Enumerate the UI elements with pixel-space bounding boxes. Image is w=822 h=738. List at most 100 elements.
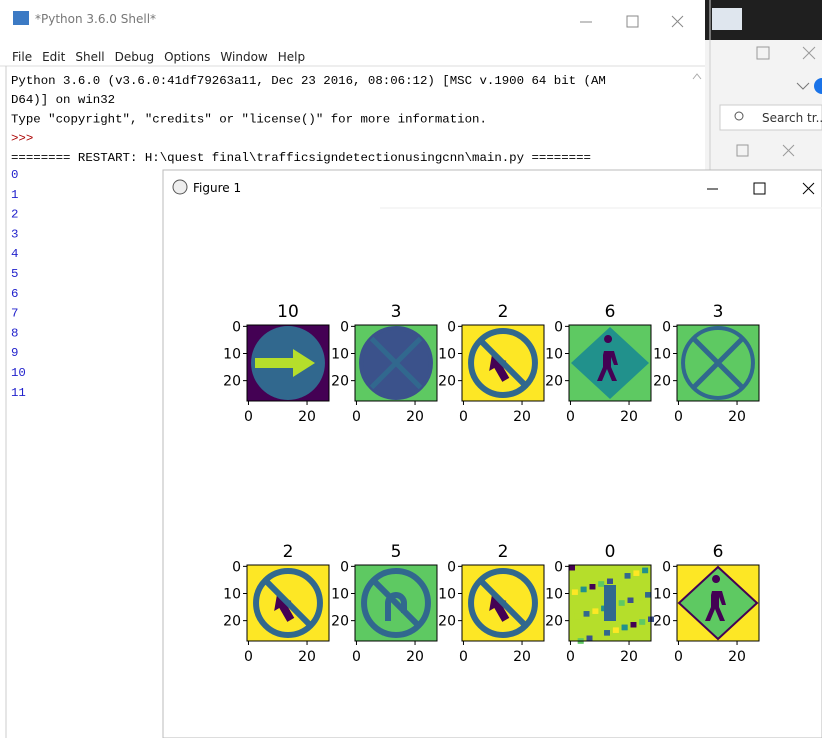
y-tick-label: 0 <box>662 559 671 575</box>
x-tick-label: 0 <box>244 649 253 665</box>
x-tick-label: 0 <box>352 409 361 425</box>
image-pixel <box>625 573 631 578</box>
output-line: 11 <box>11 386 26 400</box>
x-tick-label: 0 <box>244 409 253 425</box>
y-tick-label: 0 <box>232 559 241 575</box>
search-text[interactable]: Search tr... <box>762 111 822 125</box>
y-tick-label: 0 <box>554 559 563 575</box>
subplot-title: 3 <box>391 302 402 322</box>
menu-item[interactable]: Options <box>164 50 210 64</box>
y-tick-label: 20 <box>545 614 563 630</box>
image-pixel <box>572 589 578 594</box>
image-pixel <box>642 568 648 573</box>
output-line: 0 <box>11 168 18 182</box>
x-tick-label: 0 <box>352 649 361 665</box>
output-line: 5 <box>11 267 18 281</box>
image-pixel <box>616 576 622 581</box>
figure-window <box>163 170 822 738</box>
x-tick-label: 20 <box>513 649 531 665</box>
y-tick-label: 20 <box>331 374 349 390</box>
y-tick-label: 0 <box>447 559 456 575</box>
image-pixel <box>590 584 596 589</box>
image-pixel <box>636 595 642 600</box>
subplot-title: 6 <box>605 302 616 322</box>
y-tick-label: 20 <box>653 374 671 390</box>
output-line: 10 <box>11 366 26 380</box>
subplot-title: 10 <box>277 302 299 322</box>
shell-title: *Python 3.6.0 Shell* <box>35 12 156 26</box>
y-tick-label: 0 <box>340 559 349 575</box>
y-tick-label: 0 <box>447 319 456 335</box>
y-tick-label: 10 <box>438 347 456 363</box>
x-tick-label: 0 <box>674 649 683 665</box>
shell-line: D64)] on win32 <box>11 93 115 107</box>
y-tick-label: 0 <box>232 319 241 335</box>
shell-line: >>> <box>11 132 33 146</box>
subplot-title: 2 <box>498 302 509 322</box>
y-tick-label: 0 <box>662 319 671 335</box>
image-pixel <box>569 565 575 570</box>
x-tick-label: 20 <box>620 409 638 425</box>
y-tick-label: 10 <box>653 347 671 363</box>
output-line: 7 <box>11 307 18 321</box>
x-tick-label: 0 <box>459 409 468 425</box>
x-tick-label: 20 <box>298 409 316 425</box>
x-tick-label: 0 <box>566 649 575 665</box>
y-tick-label: 10 <box>545 347 563 363</box>
image-pixel <box>607 579 613 584</box>
subplot-title: 6 <box>713 542 724 562</box>
image-pixel <box>587 636 593 641</box>
x-tick-label: 20 <box>620 649 638 665</box>
subplot-title: 3 <box>713 302 724 322</box>
x-tick-label: 20 <box>298 649 316 665</box>
sign-shape <box>604 585 616 621</box>
y-tick-label: 0 <box>340 319 349 335</box>
image-pixel <box>639 619 645 624</box>
image-pixel <box>581 587 587 592</box>
image-pixel <box>633 570 639 575</box>
y-tick-label: 0 <box>554 319 563 335</box>
y-tick-label: 20 <box>545 374 563 390</box>
output-line: 8 <box>11 326 18 340</box>
x-tick-label: 20 <box>513 409 531 425</box>
output-line: 4 <box>11 247 18 261</box>
menu-item[interactable]: Edit <box>42 50 66 64</box>
y-tick-label: 20 <box>653 614 671 630</box>
x-tick-label: 20 <box>728 649 746 665</box>
image-pixel <box>622 625 628 630</box>
y-tick-label: 10 <box>545 587 563 603</box>
y-tick-label: 20 <box>438 374 456 390</box>
image-pixel <box>628 598 634 603</box>
y-tick-label: 20 <box>438 614 456 630</box>
x-tick-label: 20 <box>406 409 424 425</box>
menu-item[interactable]: Shell <box>75 50 104 64</box>
menu-item[interactable]: Debug <box>115 50 154 64</box>
image-pixel <box>604 630 610 635</box>
image-pixel <box>619 600 625 605</box>
shell-icon <box>13 11 29 25</box>
y-tick-label: 10 <box>331 347 349 363</box>
x-tick-label: 20 <box>728 409 746 425</box>
image-pixel <box>595 633 601 638</box>
menu-item[interactable]: Window <box>220 50 268 64</box>
figure-icon <box>173 180 187 194</box>
x-tick-label: 0 <box>566 409 575 425</box>
x-tick-label: 20 <box>406 649 424 665</box>
image-pixel <box>645 592 651 597</box>
y-tick-label: 10 <box>438 587 456 603</box>
y-tick-label: 20 <box>331 614 349 630</box>
shell-line: ======== RESTART: H:\quest final\traffic… <box>11 151 591 165</box>
figure-title: Figure 1 <box>193 181 241 195</box>
image-pixel <box>592 608 598 613</box>
output-line: 3 <box>11 227 18 241</box>
y-tick-label: 10 <box>331 587 349 603</box>
y-tick-label: 20 <box>223 614 241 630</box>
x-tick-label: 0 <box>674 409 683 425</box>
menu-item[interactable]: File <box>12 50 32 64</box>
menu-item[interactable]: Help <box>278 50 305 64</box>
subplot-title: 2 <box>498 542 509 562</box>
image-pixel <box>613 627 619 632</box>
subplot-title: 5 <box>391 542 402 562</box>
output-line: 9 <box>11 346 18 360</box>
image-pixel <box>575 614 581 619</box>
